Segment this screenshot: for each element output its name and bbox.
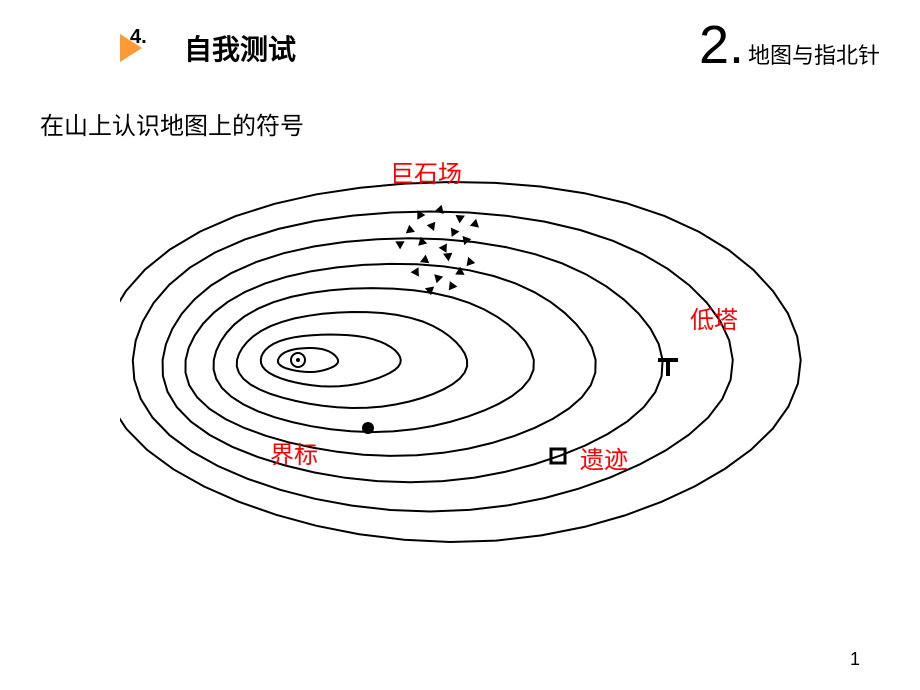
page-number: 1 bbox=[850, 649, 860, 670]
boulder-triangle-icon bbox=[463, 236, 472, 245]
label-boundary: 界标 bbox=[270, 435, 318, 470]
boulder-triangle-icon bbox=[443, 253, 452, 262]
header-right: 2. 地图与指北针 bbox=[699, 14, 880, 76]
boulder-triangle-icon bbox=[427, 222, 436, 231]
boulder-triangle-icon bbox=[451, 228, 460, 237]
boulder-triangle-icon bbox=[467, 257, 476, 266]
boulder-triangle-icon bbox=[456, 215, 465, 223]
contour-line bbox=[278, 348, 338, 372]
label-boulder-field: 巨石场 bbox=[390, 154, 462, 189]
contour-svg bbox=[120, 160, 840, 560]
contour-line bbox=[120, 182, 801, 542]
boulder-triangle-icon bbox=[434, 274, 443, 283]
contour-line bbox=[261, 335, 401, 387]
label-ruins: 遗迹 bbox=[580, 440, 628, 475]
boulder-triangle-icon bbox=[449, 281, 458, 290]
subtitle-text: 在山上认识地图上的符号 bbox=[40, 106, 304, 141]
contour-line bbox=[237, 312, 467, 408]
tower-stem-icon bbox=[666, 360, 670, 376]
boulder-triangle-icon bbox=[439, 244, 447, 253]
bullet-number: 4. bbox=[130, 26, 147, 49]
label-tower: 低塔 bbox=[690, 300, 738, 335]
left-title: 自我测试 bbox=[184, 28, 296, 68]
boundary-dot-icon bbox=[362, 422, 374, 434]
boulder-triangle-icon bbox=[411, 267, 419, 276]
contour-line bbox=[133, 212, 733, 512]
summit-dot-icon bbox=[296, 358, 300, 362]
boulder-triangle-icon bbox=[406, 225, 415, 234]
section-number: 2. bbox=[699, 14, 744, 76]
boulder-triangle-icon bbox=[470, 219, 479, 228]
boulder-triangle-icon bbox=[395, 241, 404, 249]
contour-diagram: 巨石场 低塔 界标 遗迹 bbox=[120, 160, 840, 560]
right-title: 地图与指北针 bbox=[748, 38, 880, 70]
boulder-triangle-icon bbox=[420, 255, 429, 264]
